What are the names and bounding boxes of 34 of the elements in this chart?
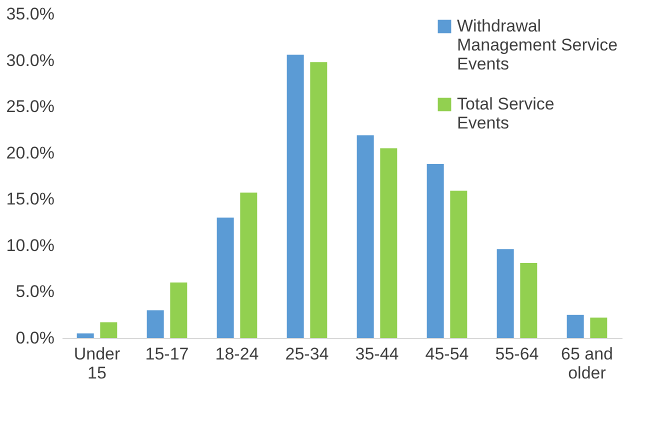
bar bbox=[76, 333, 94, 338]
y-tick-label: 5.0% bbox=[16, 282, 54, 302]
y-tick-label: 0.0% bbox=[16, 328, 54, 348]
legend-label: Total Service Events bbox=[457, 94, 554, 132]
bar bbox=[216, 218, 234, 338]
y-tick-label: 10.0% bbox=[6, 236, 54, 255]
x-tick-label: 55-64 bbox=[495, 344, 539, 364]
bar bbox=[310, 62, 328, 338]
bar bbox=[380, 148, 398, 338]
bar bbox=[100, 322, 118, 338]
bar bbox=[450, 190, 468, 338]
y-tick-label: 15.0% bbox=[6, 190, 54, 209]
y-tick-label: 30.0% bbox=[6, 50, 54, 70]
bar bbox=[240, 192, 258, 338]
x-tick-label: 18-24 bbox=[215, 344, 259, 364]
legend-label: Withdrawal Management Service Events bbox=[457, 16, 618, 74]
bar bbox=[426, 164, 444, 338]
x-tick-label: 15-17 bbox=[145, 344, 189, 364]
x-tick-label: 65 and older bbox=[561, 344, 613, 382]
x-tick-label: 25-34 bbox=[285, 344, 329, 364]
y-tick-label: 20.0% bbox=[6, 143, 54, 162]
bar bbox=[170, 282, 188, 338]
bar bbox=[496, 249, 514, 338]
bar bbox=[590, 318, 608, 338]
x-tick-label: 45-54 bbox=[425, 344, 469, 364]
bar bbox=[356, 135, 374, 338]
bar bbox=[520, 263, 538, 338]
bar bbox=[286, 54, 304, 338]
x-tick-label: 35-44 bbox=[355, 344, 399, 364]
bar bbox=[566, 314, 584, 338]
bar bbox=[146, 310, 164, 338]
y-tick-label: 25.0% bbox=[6, 97, 54, 116]
x-tick-label: Under 15 bbox=[74, 344, 120, 382]
y-tick-label: 35.0% bbox=[6, 4, 54, 24]
